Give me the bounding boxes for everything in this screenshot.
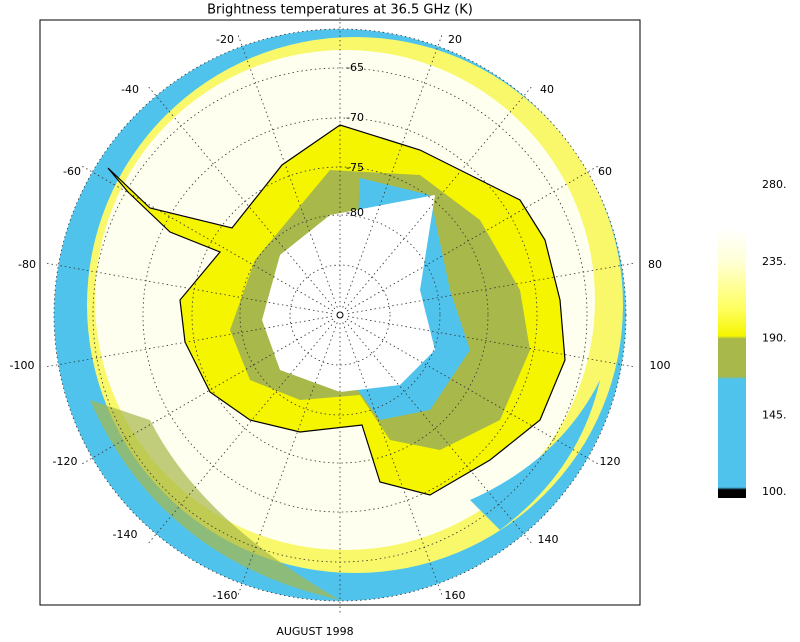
longitude-label: -160 — [213, 589, 238, 602]
colorbar-label: 235. — [762, 255, 787, 268]
latitude-label: -75 — [346, 161, 364, 174]
graticule — [44, 15, 636, 615]
longitude-label: -60 — [63, 165, 81, 178]
meridian — [347, 262, 636, 315]
latitude-label: -65 — [346, 61, 364, 74]
longitude-label: -140 — [113, 528, 138, 541]
meridian — [44, 315, 333, 368]
latitude-label: -70 — [346, 111, 364, 124]
meridian — [79, 318, 334, 466]
longitude-label: 120 — [600, 455, 621, 468]
meridian — [342, 32, 443, 308]
colorbar-label: 100. — [762, 485, 787, 498]
meridian — [79, 164, 334, 312]
longitude-label: -100 — [10, 359, 35, 372]
colorbar-label: 280. — [762, 178, 787, 191]
longitude-label: 20 — [448, 33, 462, 46]
meridian — [346, 318, 601, 466]
meridian — [146, 320, 336, 546]
meridian — [146, 84, 336, 310]
meridian — [237, 32, 338, 308]
longitude-label: -120 — [53, 455, 78, 468]
longitude-label: 80 — [648, 258, 662, 271]
meridian — [346, 164, 601, 312]
meridian — [344, 84, 534, 310]
longitude-label: -20 — [216, 33, 234, 46]
colorbar-label: 190. — [762, 332, 787, 345]
title: Brightness temperatures at 36.5 GHz (K) — [207, 3, 473, 18]
meridian — [344, 320, 534, 546]
longitude-label: 100 — [650, 359, 671, 372]
data-gap — [262, 195, 435, 392]
longitude-label: 160 — [445, 589, 466, 602]
pole — [336, 311, 344, 319]
colorbar — [718, 228, 746, 498]
longitude-label: -40 — [121, 83, 139, 96]
longitude-label: 140 — [538, 533, 559, 546]
meridian — [347, 315, 636, 368]
longitude-label: 60 — [598, 165, 612, 178]
latitude-label: -80 — [346, 206, 364, 219]
meridian — [44, 262, 333, 315]
longitude-label: -80 — [18, 258, 36, 271]
meridian — [237, 322, 338, 598]
colorbar-label: 145. — [762, 408, 787, 421]
date-label: AUGUST 1998 — [276, 625, 353, 638]
meridian — [342, 322, 443, 598]
longitude-label: 40 — [540, 83, 554, 96]
